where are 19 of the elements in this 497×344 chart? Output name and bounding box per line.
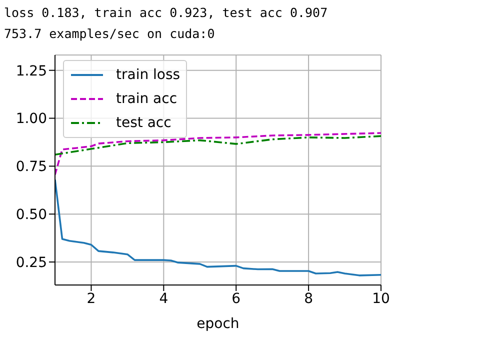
chart-title: loss 0.183, train acc 0.923, test acc 0.907: [4, 4, 328, 22]
legend-label: train loss: [116, 67, 180, 83]
line-series: [55, 132, 381, 176]
y-tick-label: 0.75: [16, 159, 47, 176]
line-series: [55, 178, 381, 276]
y-tick-label: 1.25: [16, 63, 47, 80]
y-tick-label: 0.50: [16, 207, 47, 224]
x-tick-label: 10: [372, 290, 390, 307]
x-tick-label: 8: [304, 290, 314, 307]
x-tick-label: 2: [86, 290, 96, 307]
x-tick-label: 4: [159, 290, 168, 307]
chart-subtitle: 753.7 examples/sec on cuda:0: [4, 25, 216, 43]
y-tick-label: 0.25: [16, 254, 47, 271]
line-series: [55, 135, 381, 156]
x-tick-label: 6: [232, 290, 241, 307]
legend-label: train acc: [116, 91, 178, 107]
x-axis-title: epoch: [196, 316, 240, 332]
legend-label: test acc: [116, 115, 172, 131]
y-tick-label: 1.00: [16, 111, 47, 128]
